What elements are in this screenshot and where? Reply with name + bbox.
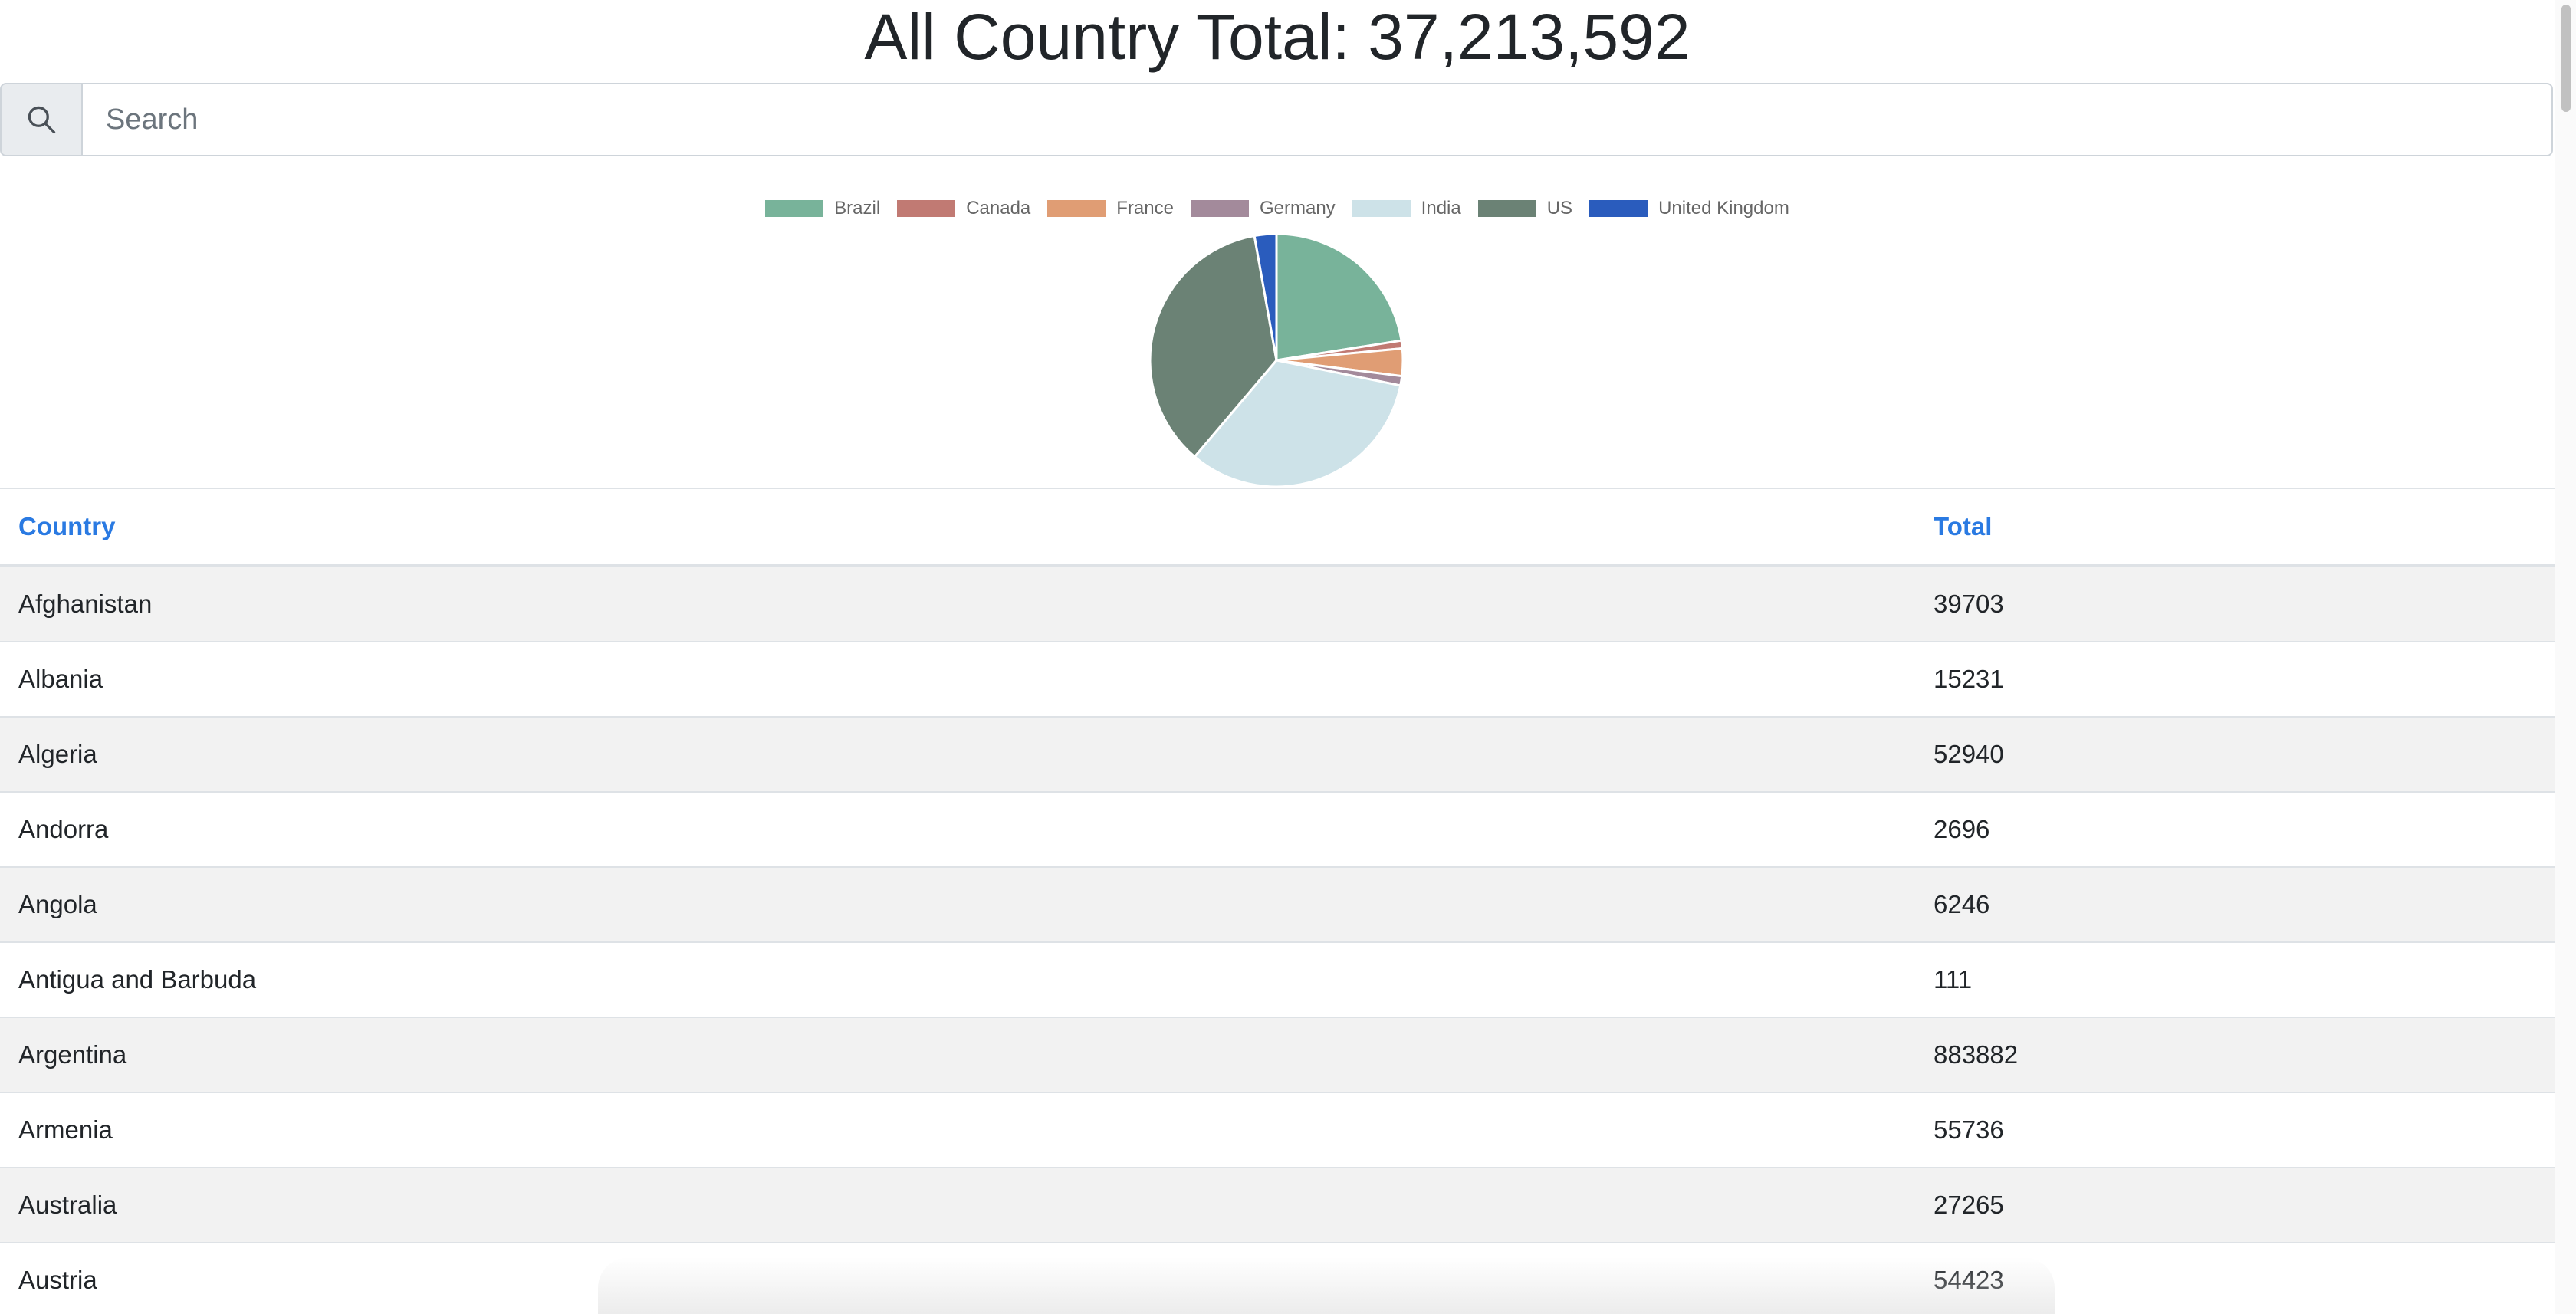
table-row: Andorra 2696 xyxy=(0,791,2555,867)
legend-label: India xyxy=(1421,198,1461,218)
legend-swatch xyxy=(1352,200,1411,217)
pie-slice-brazil[interactable] xyxy=(1275,232,1403,362)
pie-chart: Brazil Canada France Germany India xyxy=(0,176,2555,488)
legend-label: France xyxy=(1116,198,1174,218)
table-row: Argentina 883882 xyxy=(0,1017,2555,1092)
legend-swatch xyxy=(1589,200,1648,217)
table-row: Albania 15231 xyxy=(0,641,2555,717)
country-cell: Algeria xyxy=(0,716,1915,792)
total-cell: 883882 xyxy=(1915,1017,2555,1092)
legend-item-canada[interactable]: Canada xyxy=(897,198,1030,219)
country-cell: Argentina xyxy=(0,1017,1915,1092)
legend-label: Germany xyxy=(1259,198,1336,218)
country-cell: Austria xyxy=(0,1242,1915,1314)
total-cell: 39703 xyxy=(1915,565,2555,642)
legend-swatch xyxy=(765,200,824,217)
column-header-total[interactable]: Total xyxy=(1915,488,2555,567)
table-row: Afghanistan 39703 xyxy=(0,565,2555,642)
search-input[interactable] xyxy=(81,83,2553,156)
country-cell: Angola xyxy=(0,866,1915,942)
legend-label: United Kingdom xyxy=(1658,198,1789,218)
table-body: Afghanistan 39703 Albania 15231 Algeria … xyxy=(0,565,2555,1314)
total-cell: 6246 xyxy=(1915,866,2555,942)
legend-item-india[interactable]: India xyxy=(1352,198,1461,219)
total-cell: 111 xyxy=(1915,941,2555,1017)
total-cell: 55736 xyxy=(1915,1092,2555,1168)
country-cell: Antigua and Barbuda xyxy=(0,941,1915,1017)
table-row: Algeria 52940 xyxy=(0,716,2555,792)
country-table: Country Total Afghanistan 39703 Albania … xyxy=(0,488,2555,1314)
pie-slice-us[interactable] xyxy=(1148,234,1278,458)
pie-chart-canvas xyxy=(1148,232,1405,488)
total-cell: 2696 xyxy=(1915,791,2555,867)
country-cell: Andorra xyxy=(0,791,1915,867)
pie-slice-india[interactable] xyxy=(1193,359,1402,488)
vertical-scrollbar[interactable] xyxy=(2555,0,2576,1314)
country-cell: Albania xyxy=(0,641,1915,717)
country-cell: Armenia xyxy=(0,1092,1915,1168)
column-header-country[interactable]: Country xyxy=(0,488,1915,567)
scrollbar-thumb[interactable] xyxy=(2561,5,2571,112)
legend-label: Brazil xyxy=(834,198,881,218)
legend-item-united-kingdom[interactable]: United Kingdom xyxy=(1589,198,1789,219)
legend-swatch xyxy=(1047,200,1106,217)
legend-label: US xyxy=(1546,198,1573,218)
total-cell: 54423 xyxy=(1915,1242,2555,1314)
table-row: Austria 54423 xyxy=(0,1242,2555,1314)
table-header: Country Total xyxy=(0,488,2555,567)
page-title: All Country Total: 37,213,592 xyxy=(864,1,1691,73)
total-cell: 15231 xyxy=(1915,641,2555,717)
table-row: Armenia 55736 xyxy=(0,1092,2555,1168)
legend-item-us[interactable]: US xyxy=(1477,198,1573,219)
legend-swatch xyxy=(897,200,956,217)
search-icon xyxy=(0,83,81,156)
legend-item-germany[interactable]: Germany xyxy=(1190,198,1336,219)
total-cell: 52940 xyxy=(1915,716,2555,792)
country-cell: Afghanistan xyxy=(0,565,1915,642)
legend-item-brazil[interactable]: Brazil xyxy=(765,198,880,219)
legend-item-france[interactable]: France xyxy=(1047,198,1174,219)
legend-label: Canada xyxy=(966,198,1031,218)
table-row: Australia 27265 xyxy=(0,1167,2555,1243)
chart-legend: Brazil Canada France Germany India xyxy=(0,193,2555,224)
search-bar xyxy=(0,83,2553,156)
table-header-row: Country Total xyxy=(0,488,2555,567)
total-cell: 27265 xyxy=(1915,1167,2555,1243)
pie-slice-united-kingdom[interactable] xyxy=(1253,232,1278,361)
table-row: Antigua and Barbuda 111 xyxy=(0,941,2555,1017)
legend-swatch xyxy=(1477,200,1536,217)
table-row: Angola 6246 xyxy=(0,866,2555,942)
legend-swatch xyxy=(1190,200,1249,217)
country-cell: Australia xyxy=(0,1167,1915,1243)
